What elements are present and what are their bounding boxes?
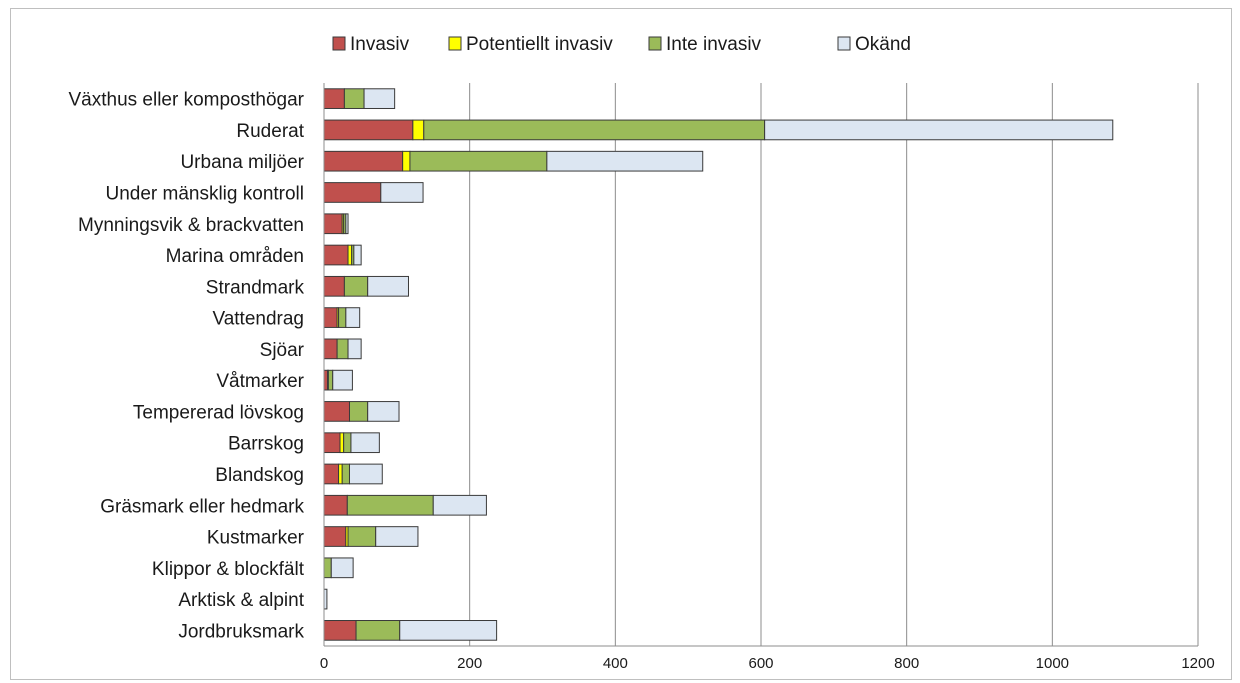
bar-segment-invasiv [323,244,349,266]
category-labels: Växthus eller komposthögar Ruderat Urbana … [68,90,304,643]
bar-segment-inte-invasiv [338,307,347,328]
bar-segment-okänd [332,369,353,391]
bar-segment-invasiv [323,526,347,547]
bar-segment-invasiv [323,307,338,328]
bar-segment-inte-invasiv [347,526,377,547]
bar-segment-potentiellt-invasiv [402,150,411,172]
category-label: Våtmarker [216,371,304,392]
bar-segment-inte-invasiv [423,119,766,141]
bar-segment-inte-invasiv [336,338,349,360]
x-tick-label: 600 [748,655,773,672]
x-axis: 0 200 400 600 800 1000 1200 [320,83,1215,672]
category-label: Ruderat [236,121,304,142]
bar-segment-okänd [345,213,349,235]
category-label: Växthus eller komposthögar [68,90,304,111]
bar-segment-potentiellt-invasiv [338,463,343,485]
category-label: Jordbruksmark [178,621,304,642]
bar-segment-okänd [348,463,383,485]
bar-segment-invasiv [323,213,343,235]
category-label: Arktisk & alpint [178,590,304,611]
bar-segment-invasiv [323,369,329,391]
bar-segment-inte-invasiv [341,463,350,485]
bar-segment-okänd [345,307,361,328]
category-label: Marina områden [166,246,304,267]
category-label: Gräsmark eller hedmark [100,496,304,517]
category-label: Sjöar [260,340,305,361]
legend-swatch [648,36,662,51]
legend-label: Inte invasiv [666,34,762,55]
bar-segment-okänd [367,401,400,422]
bar-segment-okänd [367,275,409,297]
bar-segment-okänd [380,182,424,203]
bar-segment-inte-invasiv [355,620,401,641]
category-label: Kustmarker [207,528,305,549]
legend-label: Invasiv [350,34,410,55]
bar-segment-inte-invasiv [323,557,332,579]
bar-segment-okänd [375,526,419,547]
bar-segment-invasiv [323,119,414,141]
category-label: Urbana miljöer [180,152,304,173]
category-label: Tempererad lövskog [133,402,304,423]
bar-segment-invasiv [323,150,404,172]
x-tick-label: 400 [603,655,628,672]
gridlines [469,83,1199,646]
category-label: Klippor & blockfält [152,559,305,580]
bar-segment-invasiv [323,338,338,360]
bar-segment-okänd [399,620,498,641]
bar-segment-okänd [350,432,380,454]
bar-segment-okänd [546,150,704,172]
x-tick-label: 1200 [1181,655,1214,672]
bars [323,88,1114,641]
legend-label: Okänd [855,34,911,55]
bar-segment-okänd [432,494,487,516]
category-label: Barrskog [228,434,304,455]
bar-segment-inte-invasiv [343,275,369,297]
x-tick-label: 1000 [1036,655,1069,672]
bar-segment-inte-invasiv [343,432,352,454]
bar-segment-invasiv [323,401,350,422]
bar-segment-okänd [353,244,362,266]
bar-segment-potentiellt-invasiv [339,432,345,454]
bar-segment-invasiv [323,620,357,641]
bar-segment-okänd [363,88,396,109]
bar-segment-invasiv [323,275,345,297]
bar-segment-potentiellt-invasiv [347,244,353,266]
bar-segment-okänd [764,119,1114,141]
x-tick-label: 0 [320,655,328,672]
bar-segment-inte-invasiv [346,494,434,516]
legend-swatch [332,36,346,51]
bar-segment-okänd [347,338,362,360]
bar-segment-invasiv [323,88,345,109]
category-label: Vattendrag [212,309,304,330]
x-tick-label: 200 [457,655,482,672]
bar-segment-invasiv [323,494,348,516]
bar-segment-potentiellt-invasiv [412,119,425,141]
category-label: Strandmark [206,277,305,298]
category-label: Mynningsvik & brackvatten [78,215,304,236]
legend-label: Potentiellt invasiv [466,34,613,55]
legend-swatch [448,36,462,51]
category-label: Blandskog [215,465,304,486]
bar-segment-inte-invasiv [409,150,548,172]
legend-swatch [837,36,851,51]
bar-segment-inte-invasiv [343,88,365,109]
bar-segment-invasiv [323,182,382,203]
legend: Invasiv Potentiellt invasiv Inte invasiv Ok… [332,34,911,55]
category-label: Under mänsklig kontroll [105,183,304,204]
bar-segment-inte-invasiv [327,369,334,391]
bar-segment-inte-invasiv [348,401,369,422]
bar-segment-invasiv [323,463,340,485]
bar-segment-okänd [330,557,354,579]
bar-segment-invasiv [323,432,341,454]
x-tick-label: 800 [894,655,919,672]
